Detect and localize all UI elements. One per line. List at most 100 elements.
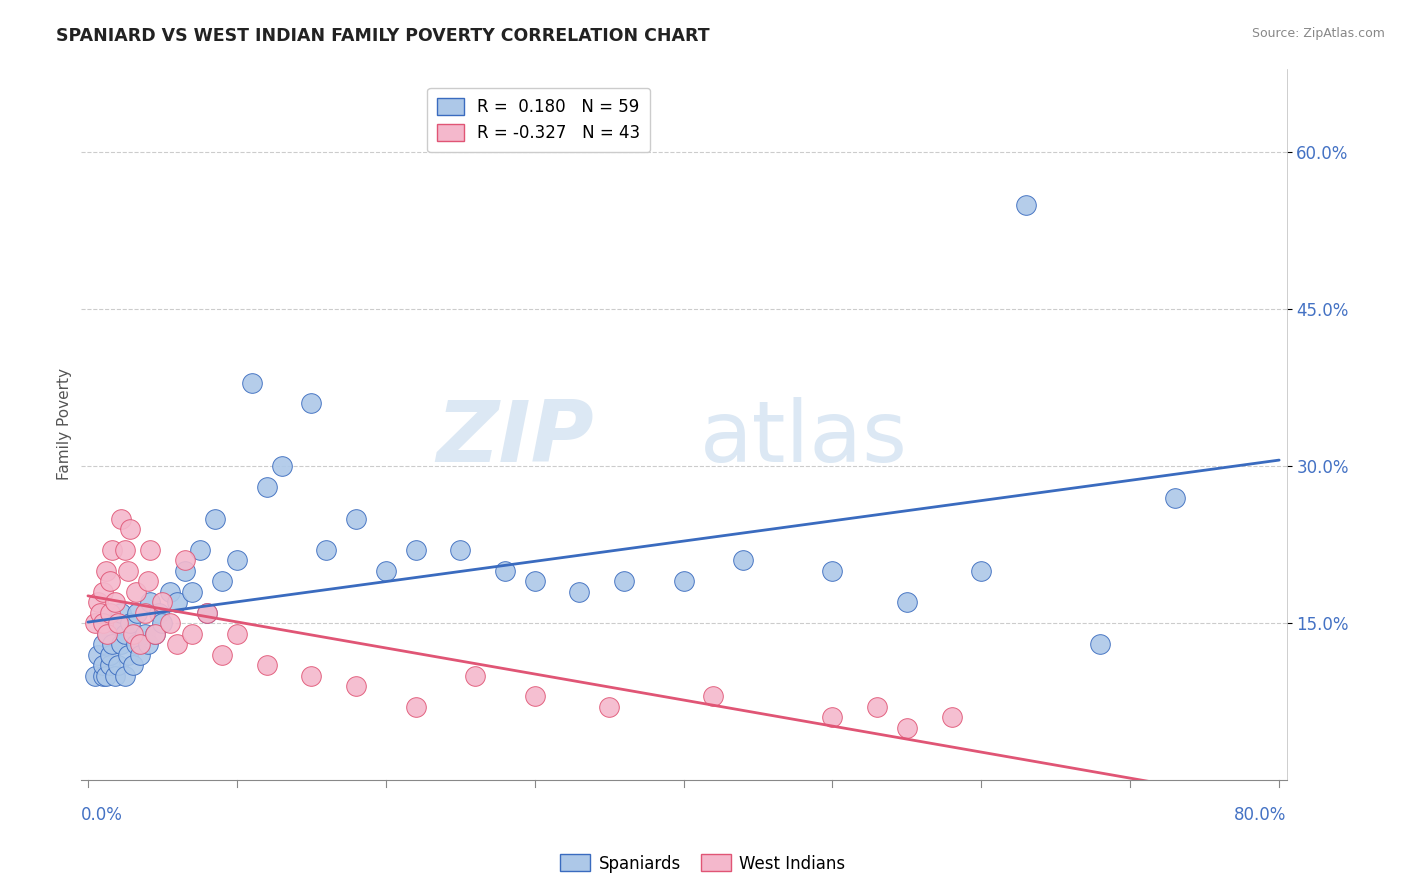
Point (896, 595, 918, 609)
Point (104, 668, 127, 682)
Point (256, 480, 278, 494)
Text: 80.0%: 80.0% (1234, 806, 1286, 824)
Point (134, 606, 156, 620)
Point (139, 543, 162, 558)
Point (568, 584, 591, 599)
Point (211, 574, 233, 589)
Point (211, 648, 233, 662)
Point (124, 637, 146, 651)
Point (866, 700, 889, 714)
Point (101, 637, 124, 651)
Point (896, 721, 918, 735)
Point (117, 648, 139, 662)
Point (124, 584, 146, 599)
Point (91, 616, 114, 631)
Text: ZIP: ZIP (436, 397, 593, 480)
Point (173, 553, 195, 567)
Point (464, 668, 486, 682)
Point (87, 595, 110, 609)
Point (107, 616, 129, 631)
Point (152, 616, 174, 631)
Point (143, 626, 166, 640)
Point (374, 564, 396, 578)
Point (256, 658, 278, 673)
Point (405, 543, 427, 558)
Point (91, 584, 114, 599)
Point (821, 710, 844, 724)
Point (299, 668, 322, 682)
Point (195, 606, 218, 620)
Legend: R =  0.180   N = 59, R = -0.327   N = 43: R = 0.180 N = 59, R = -0.327 N = 43 (427, 87, 651, 153)
Point (96, 626, 118, 640)
Point (1015, 197, 1038, 211)
Point (672, 574, 695, 589)
Text: Source: ZipAtlas.com: Source: ZipAtlas.com (1251, 27, 1385, 40)
Point (136, 637, 159, 651)
Point (1090, 637, 1112, 651)
Point (117, 564, 139, 578)
Point (1164, 491, 1187, 505)
Point (96, 626, 118, 640)
Point (970, 564, 993, 578)
Point (89, 606, 111, 620)
Point (166, 595, 188, 609)
Point (702, 690, 724, 704)
Point (107, 658, 129, 673)
Point (91, 658, 114, 673)
Point (225, 626, 247, 640)
Point (129, 648, 152, 662)
Point (195, 606, 218, 620)
Point (181, 626, 204, 640)
Point (523, 574, 546, 589)
Point (110, 637, 132, 651)
Point (121, 658, 143, 673)
Point (159, 584, 181, 599)
Point (270, 459, 292, 474)
Point (523, 690, 546, 704)
Point (84, 616, 107, 631)
Point (101, 543, 124, 558)
Point (299, 396, 322, 410)
Point (139, 595, 162, 609)
Point (104, 595, 127, 609)
Point (98, 574, 121, 589)
Point (87, 648, 110, 662)
Point (159, 616, 181, 631)
Point (166, 637, 188, 651)
Point (613, 574, 636, 589)
Point (84, 668, 107, 682)
Point (405, 700, 427, 714)
Point (98, 606, 121, 620)
Point (134, 626, 156, 640)
Point (129, 637, 152, 651)
Point (114, 668, 136, 682)
Point (121, 626, 143, 640)
Point (94, 668, 117, 682)
Point (821, 564, 844, 578)
Point (449, 543, 471, 558)
Legend: Spaniards, West Indians: Spaniards, West Indians (554, 847, 852, 880)
Point (143, 626, 166, 640)
Point (114, 626, 136, 640)
Point (204, 511, 226, 525)
Point (598, 700, 620, 714)
Point (240, 376, 263, 390)
Point (104, 616, 127, 631)
Point (148, 606, 170, 620)
Point (127, 606, 149, 620)
Y-axis label: Family Poverty: Family Poverty (58, 368, 72, 481)
Point (344, 679, 367, 693)
Point (188, 543, 211, 558)
Point (152, 595, 174, 609)
Point (110, 606, 132, 620)
Text: 0.0%: 0.0% (80, 806, 122, 824)
Point (136, 574, 159, 589)
Point (173, 564, 195, 578)
Point (181, 584, 204, 599)
Point (733, 553, 755, 567)
Point (98, 658, 121, 673)
Text: atlas: atlas (700, 397, 908, 480)
Point (225, 553, 247, 567)
Point (91, 668, 114, 682)
Point (91, 637, 114, 651)
